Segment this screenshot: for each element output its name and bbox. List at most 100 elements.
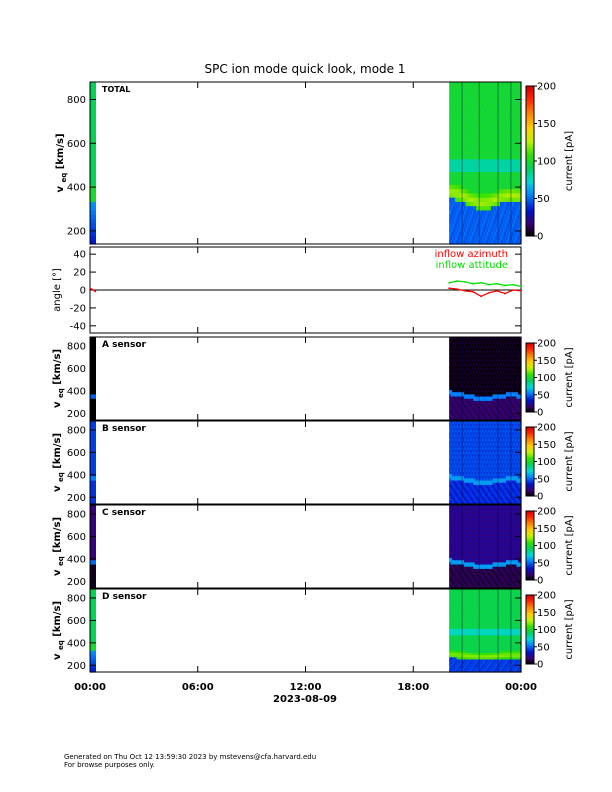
heatmap-cell bbox=[470, 415, 473, 419]
heatmap-cell bbox=[465, 387, 468, 391]
heatmap-cell bbox=[455, 345, 458, 349]
heatmap-cell bbox=[503, 378, 506, 382]
heatmap-cell bbox=[456, 425, 459, 429]
heatmap-cell bbox=[468, 163, 471, 168]
heatmap-cell bbox=[518, 90, 521, 96]
heatmap-cell bbox=[486, 479, 489, 483]
heatmap-cell bbox=[488, 429, 491, 433]
heatmap-cell bbox=[501, 201, 504, 207]
heatmap-edge-cell bbox=[90, 192, 96, 198]
heatmap-cell bbox=[473, 425, 476, 429]
heatmap-cell bbox=[507, 376, 510, 380]
heatmap-cell bbox=[489, 477, 492, 481]
heatmap-cell bbox=[474, 128, 477, 134]
heatmap-cell bbox=[450, 369, 453, 373]
heatmap-cell bbox=[467, 205, 470, 211]
heatmap-cell bbox=[467, 378, 470, 382]
heatmap-cell bbox=[465, 222, 468, 228]
heatmap-cell bbox=[513, 406, 516, 410]
heatmap-cell bbox=[515, 103, 518, 109]
heatmap-cell bbox=[462, 434, 465, 437]
heatmap-cell bbox=[494, 120, 497, 126]
heatmap-cell bbox=[500, 145, 503, 151]
heatmap-cell bbox=[485, 226, 488, 232]
heatmap-edge-cell bbox=[90, 116, 96, 121]
heatmap-cell bbox=[464, 192, 467, 198]
heatmap-cell bbox=[506, 391, 509, 395]
heatmap-cell bbox=[507, 175, 510, 181]
heatmap-cell bbox=[489, 124, 492, 130]
heatmap-cell bbox=[506, 361, 509, 364]
heatmap-cell bbox=[470, 369, 473, 373]
heatmap-edge-cell bbox=[90, 188, 96, 194]
heatmap-cell bbox=[474, 226, 477, 232]
heatmap-cell bbox=[482, 389, 485, 393]
heatmap-cell bbox=[477, 395, 480, 399]
heatmap-cell bbox=[467, 171, 470, 177]
heatmap-cell bbox=[455, 449, 458, 453]
heatmap-cell bbox=[474, 438, 477, 442]
heatmap-cell bbox=[495, 404, 498, 408]
heatmap-cell bbox=[464, 367, 467, 371]
heatmap-cell bbox=[470, 367, 473, 371]
heatmap-cell bbox=[492, 404, 495, 408]
heatmap-cell bbox=[450, 343, 453, 347]
heatmap-cell bbox=[470, 431, 473, 435]
heatmap-cell bbox=[503, 382, 506, 386]
heatmap-cell bbox=[518, 188, 521, 194]
heatmap-cell bbox=[464, 382, 467, 386]
heatmap-cell bbox=[509, 356, 512, 360]
heatmap-cell bbox=[500, 239, 503, 245]
heatmap-edge-cell bbox=[90, 226, 96, 232]
heatmap-cell bbox=[486, 374, 489, 377]
heatmap-cell bbox=[509, 374, 512, 377]
heatmap-cell bbox=[506, 371, 509, 375]
heatmap-cell bbox=[507, 205, 510, 211]
heatmap-cell bbox=[489, 447, 492, 450]
heatmap-cell bbox=[491, 214, 494, 220]
heatmap-cell bbox=[477, 425, 480, 429]
heatmap-cell bbox=[494, 154, 497, 160]
heatmap-cell bbox=[477, 385, 480, 388]
heatmap-cell bbox=[456, 449, 459, 453]
heatmap-cell bbox=[483, 482, 486, 485]
heatmap-cell bbox=[486, 209, 489, 215]
heatmap-cell bbox=[467, 369, 470, 373]
heatmap-cell bbox=[494, 482, 497, 485]
heatmap-cell bbox=[510, 393, 513, 397]
heatmap-cell bbox=[495, 82, 498, 87]
heatmap-cell bbox=[485, 380, 488, 384]
heatmap-cell bbox=[506, 214, 509, 220]
heatmap-cell bbox=[495, 417, 498, 421]
heatmap-cell bbox=[486, 128, 489, 134]
heatmap-cell bbox=[509, 111, 512, 117]
heatmap-cell bbox=[495, 128, 498, 134]
heatmap-cell bbox=[488, 180, 491, 185]
heatmap-cell bbox=[470, 99, 473, 104]
heatmap-cell bbox=[449, 371, 452, 375]
heatmap-cell bbox=[456, 226, 459, 232]
heatmap-cell bbox=[465, 486, 468, 490]
heatmap-cell bbox=[459, 361, 462, 364]
heatmap-cell bbox=[492, 391, 495, 395]
heatmap-cell bbox=[470, 471, 473, 475]
heatmap-cell bbox=[507, 354, 510, 358]
heatmap-cell bbox=[480, 385, 483, 388]
heatmap-cell bbox=[450, 226, 453, 232]
heatmap-cell bbox=[491, 473, 494, 477]
heatmap-cell bbox=[488, 124, 491, 130]
heatmap-cell bbox=[506, 124, 509, 130]
heatmap-cell bbox=[471, 205, 474, 211]
heatmap-cell bbox=[494, 163, 497, 168]
heatmap-cell bbox=[513, 124, 516, 130]
heatmap-cell bbox=[506, 171, 509, 177]
heatmap-cell bbox=[477, 133, 480, 139]
heatmap-cell bbox=[477, 415, 480, 419]
heatmap-cell bbox=[480, 231, 483, 237]
heatmap-cell bbox=[513, 82, 516, 87]
heatmap-cell bbox=[489, 411, 492, 415]
heatmap-cell bbox=[479, 180, 482, 185]
heatmap-cell bbox=[486, 385, 489, 388]
heatmap-cell bbox=[477, 192, 480, 198]
heatmap-edge-cell bbox=[90, 167, 96, 173]
